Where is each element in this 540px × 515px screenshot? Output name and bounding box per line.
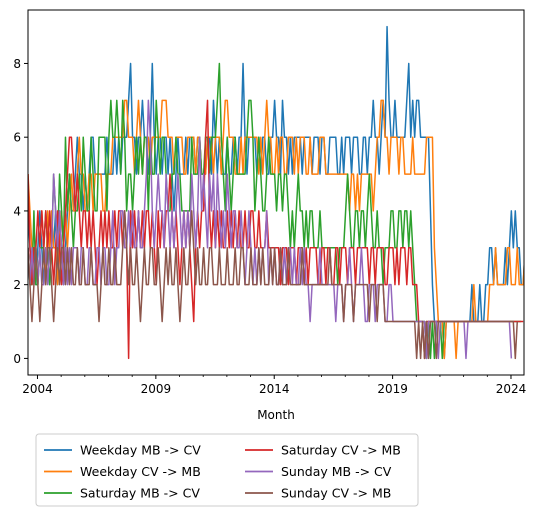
- y-axis: 0 2 4 6 8: [13, 57, 28, 366]
- x-tick-label: 2019: [377, 382, 408, 396]
- x-axis: 2004 2009 2014 2019 2024: [22, 375, 526, 396]
- y-tick-label: 4: [13, 204, 21, 218]
- axes-frame: [27, 9, 525, 376]
- y-tick-label: 2: [13, 278, 21, 292]
- legend-box: [35, 433, 419, 507]
- legend-label: Saturday MB -> CV: [80, 486, 200, 501]
- legend-label: Saturday CV -> MB: [281, 443, 401, 458]
- x-tick-label: 2014: [259, 382, 290, 396]
- y-tick-label: 8: [13, 57, 21, 71]
- series-lines: [28, 25, 524, 360]
- x-tick-label: 2009: [141, 382, 172, 396]
- x-tick-label: 2004: [22, 382, 53, 396]
- series-line-6: [28, 210, 519, 360]
- legend: Weekday MB -> CV Weekday CV -> MB Saturday…: [35, 433, 419, 507]
- x-axis-title: Month: [257, 408, 295, 422]
- legend-label: Weekday CV -> MB: [80, 464, 201, 479]
- legend-label: Sunday CV -> MB: [281, 486, 391, 501]
- y-tick-label: 6: [13, 131, 21, 145]
- plot-area: [27, 9, 525, 376]
- y-tick-label: 0: [13, 352, 21, 366]
- x-tick-label: 2024: [496, 382, 527, 396]
- legend-label: Weekday MB -> CV: [80, 443, 201, 458]
- legend-label: Sunday MB -> CV: [281, 464, 392, 479]
